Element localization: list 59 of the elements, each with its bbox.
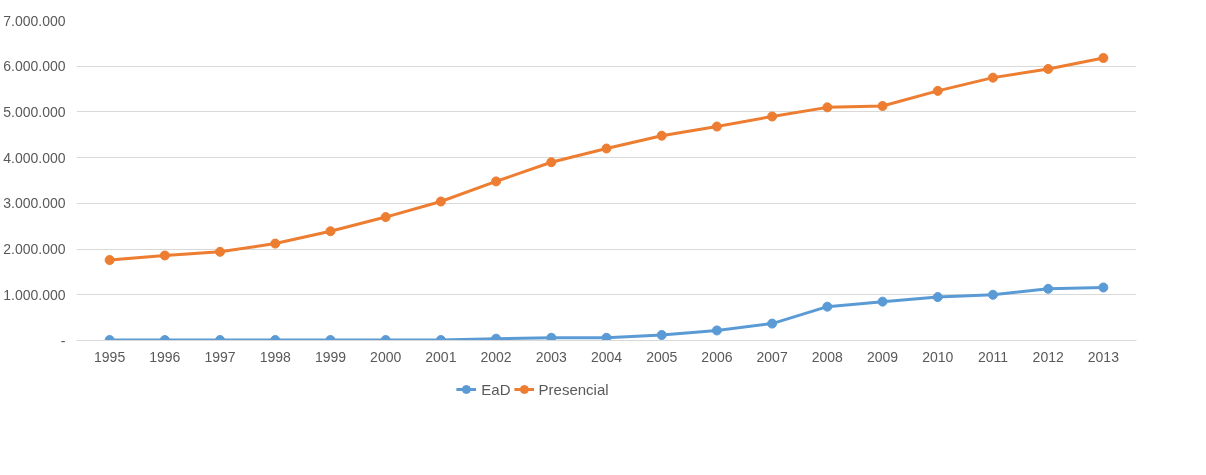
point: [822, 301, 833, 312]
x-tick-label: 2013: [1087, 348, 1120, 365]
point: [822, 102, 833, 113]
point: [987, 72, 998, 83]
point: [546, 332, 557, 341]
x-tick-label: 2005: [646, 348, 678, 365]
point: [767, 318, 778, 329]
point: [1043, 63, 1054, 74]
y-tick-label: 4.000.000: [3, 149, 66, 166]
x-tick-label: 2000: [370, 348, 402, 365]
point: [104, 255, 115, 266]
point: [1098, 52, 1109, 63]
point: [656, 130, 667, 141]
point: [767, 111, 778, 122]
x-tick-label: 2006: [701, 348, 733, 365]
y-tick-label: 3.000.000: [3, 195, 66, 212]
x-tick-label: 2004: [590, 348, 623, 365]
point: [435, 196, 446, 207]
point: [601, 332, 612, 341]
x-tick-label: 1997: [204, 348, 236, 365]
x-tick-label: 1998: [259, 348, 292, 365]
point: [546, 157, 557, 168]
point: [1043, 283, 1054, 294]
point: [380, 212, 391, 223]
x-tick-label: 1995: [94, 348, 126, 365]
legend-label: Presencial: [538, 380, 609, 398]
point: [877, 296, 888, 307]
y-tick-label: 2.000.000: [3, 241, 66, 258]
x-tick-label: 2008: [811, 348, 844, 365]
point: [159, 250, 170, 261]
point: [877, 100, 888, 111]
point: [491, 176, 502, 187]
point: [711, 121, 722, 132]
x-tick-label: 2002: [480, 348, 512, 365]
x-tick-label: 2003: [535, 348, 568, 365]
y-tick-label: 6.000.000: [3, 58, 66, 75]
point: [325, 226, 336, 237]
y-tick-label: 5.000.000: [3, 103, 66, 120]
point: [601, 143, 612, 154]
point: [270, 238, 281, 249]
x-tick-label: 2009: [866, 348, 899, 365]
y-tick-label: 7.000.000: [3, 12, 66, 29]
x-tick-label: 1999: [314, 348, 347, 365]
x-tick-label: 2012: [1032, 348, 1064, 365]
point: [932, 85, 943, 96]
point: [656, 330, 667, 341]
x-tick-label: 2007: [756, 348, 788, 365]
point: [1098, 282, 1109, 293]
x-tick-label: 2011: [977, 348, 1009, 365]
x-tick-label: 1996: [149, 348, 181, 365]
x-tick-label: 2001: [425, 348, 457, 365]
point: [215, 246, 226, 257]
point: [987, 289, 998, 300]
point: [932, 292, 943, 303]
point: [711, 325, 722, 336]
x-tick-label: 2010: [922, 348, 954, 365]
y-tick-label: -: [60, 332, 66, 349]
legend-label: EaD: [481, 380, 511, 398]
y-tick-label: 1.000.000: [3, 286, 66, 303]
